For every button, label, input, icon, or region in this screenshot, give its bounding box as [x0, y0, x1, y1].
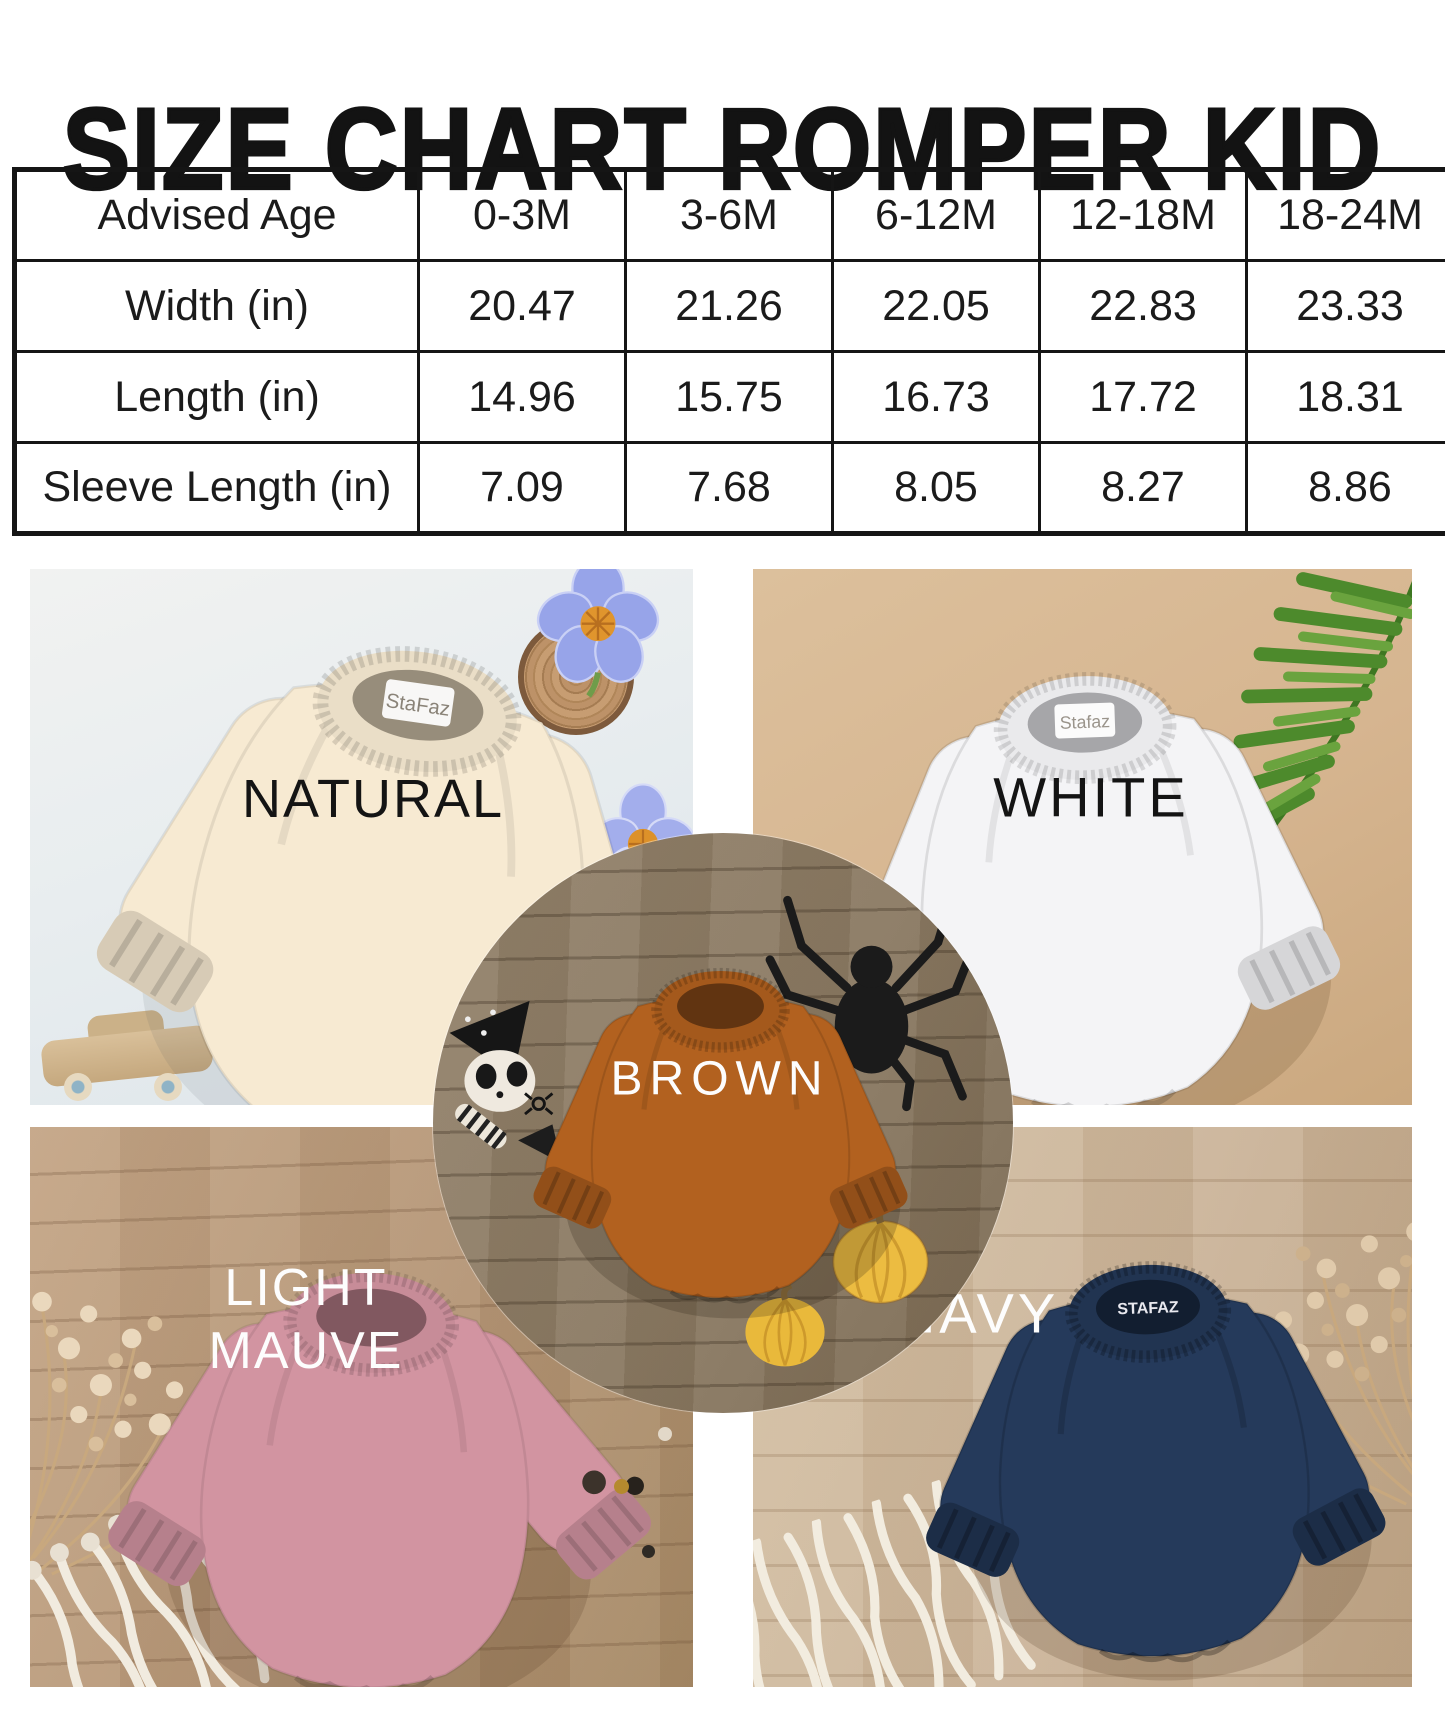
romper-graphic: [108, 1268, 651, 1687]
colorway-label-white: WHITE: [993, 765, 1189, 829]
toy-car-wheel: [154, 1073, 182, 1101]
bead-icon: [642, 1545, 655, 1558]
colorway-label-light: LIGHT: [224, 1259, 388, 1317]
colorway-label-natural: NATURAL: [241, 769, 505, 829]
romper-graphic: [533, 967, 908, 1319]
table-cell: 16.73: [831, 350, 1041, 444]
macrame-fringe-icon: [753, 1474, 1036, 1687]
colorway-label-mauve: MAUVE: [208, 1322, 404, 1380]
wooden-toy-car-icon: [40, 1009, 232, 1101]
table-cell: 14.96: [417, 350, 627, 444]
table-cell: 22.83: [1038, 259, 1248, 353]
romper-light-mauve: [49, 1212, 682, 1687]
romper-graphic: STAFAZ: [926, 1261, 1386, 1681]
row-header-width: Width (in): [13, 259, 420, 353]
table-cell: 18-24M: [1245, 168, 1445, 262]
spider-icon: [765, 892, 973, 1112]
pumpkin-icon: [745, 1282, 825, 1367]
table-cell: 7.09: [417, 441, 627, 535]
photo-brown-circle: BROWN: [433, 833, 1013, 1413]
table-cell: 7.68: [624, 441, 834, 535]
blue-poppy-flower-icon: [536, 569, 660, 698]
table-cell: 8.27: [1038, 441, 1248, 535]
toy-car-wheel: [64, 1073, 92, 1101]
bead-icon: [658, 1427, 672, 1441]
table-row-sleeve-length: Sleeve Length (in) 7.09 7.68 8.05 8.27 8…: [13, 441, 1445, 535]
table-row-advised-age: Advised Age 0-3M 3-6M 6-12M 12-18M 18-24…: [13, 168, 1445, 262]
table-cell: 3-6M: [624, 168, 834, 262]
size-chart-table: Advised Age 0-3M 3-6M 6-12M 12-18M 18-24…: [12, 167, 1445, 536]
table-cell: 12-18M: [1038, 168, 1248, 262]
brand-tag-text: Stafaz: [1059, 711, 1110, 733]
brand-tag-text: STAFAZ: [1117, 1298, 1179, 1318]
table-cell: 6-12M: [831, 168, 1041, 262]
bead-icon: [614, 1479, 629, 1494]
table-row-length: Length (in) 14.96 15.75 16.73 17.72 18.3…: [13, 350, 1445, 444]
table-cell: 21.26: [624, 259, 834, 353]
row-header-sleeve-length: Sleeve Length (in): [13, 441, 420, 535]
colorway-label-brown: BROWN: [610, 1052, 830, 1106]
table-row-width: Width (in) 20.47 21.26 22.05 22.83 23.33: [13, 259, 1445, 353]
table-cell: 15.75: [624, 350, 834, 444]
romper-navy: STAFAZ: [872, 1184, 1412, 1687]
table-cell: 0-3M: [417, 168, 627, 262]
romper-brown: [493, 921, 948, 1356]
photo-navy: STAFAZ NAVY: [753, 1127, 1412, 1687]
table-cell: 17.72: [1038, 350, 1248, 444]
palm-leaf-icon: [1228, 572, 1412, 851]
table-cell: 23.33: [1245, 259, 1445, 353]
row-header-length: Length (in): [13, 350, 420, 444]
table-cell: 8.05: [831, 441, 1041, 535]
skeleton-plush-toy-icon: [449, 1000, 562, 1164]
table-cell: 22.05: [831, 259, 1041, 353]
table-cell: 8.86: [1245, 441, 1445, 535]
table-cell: 20.47: [417, 259, 627, 353]
row-header-advised-age: Advised Age: [13, 168, 420, 262]
table-cell: 18.31: [1245, 350, 1445, 444]
